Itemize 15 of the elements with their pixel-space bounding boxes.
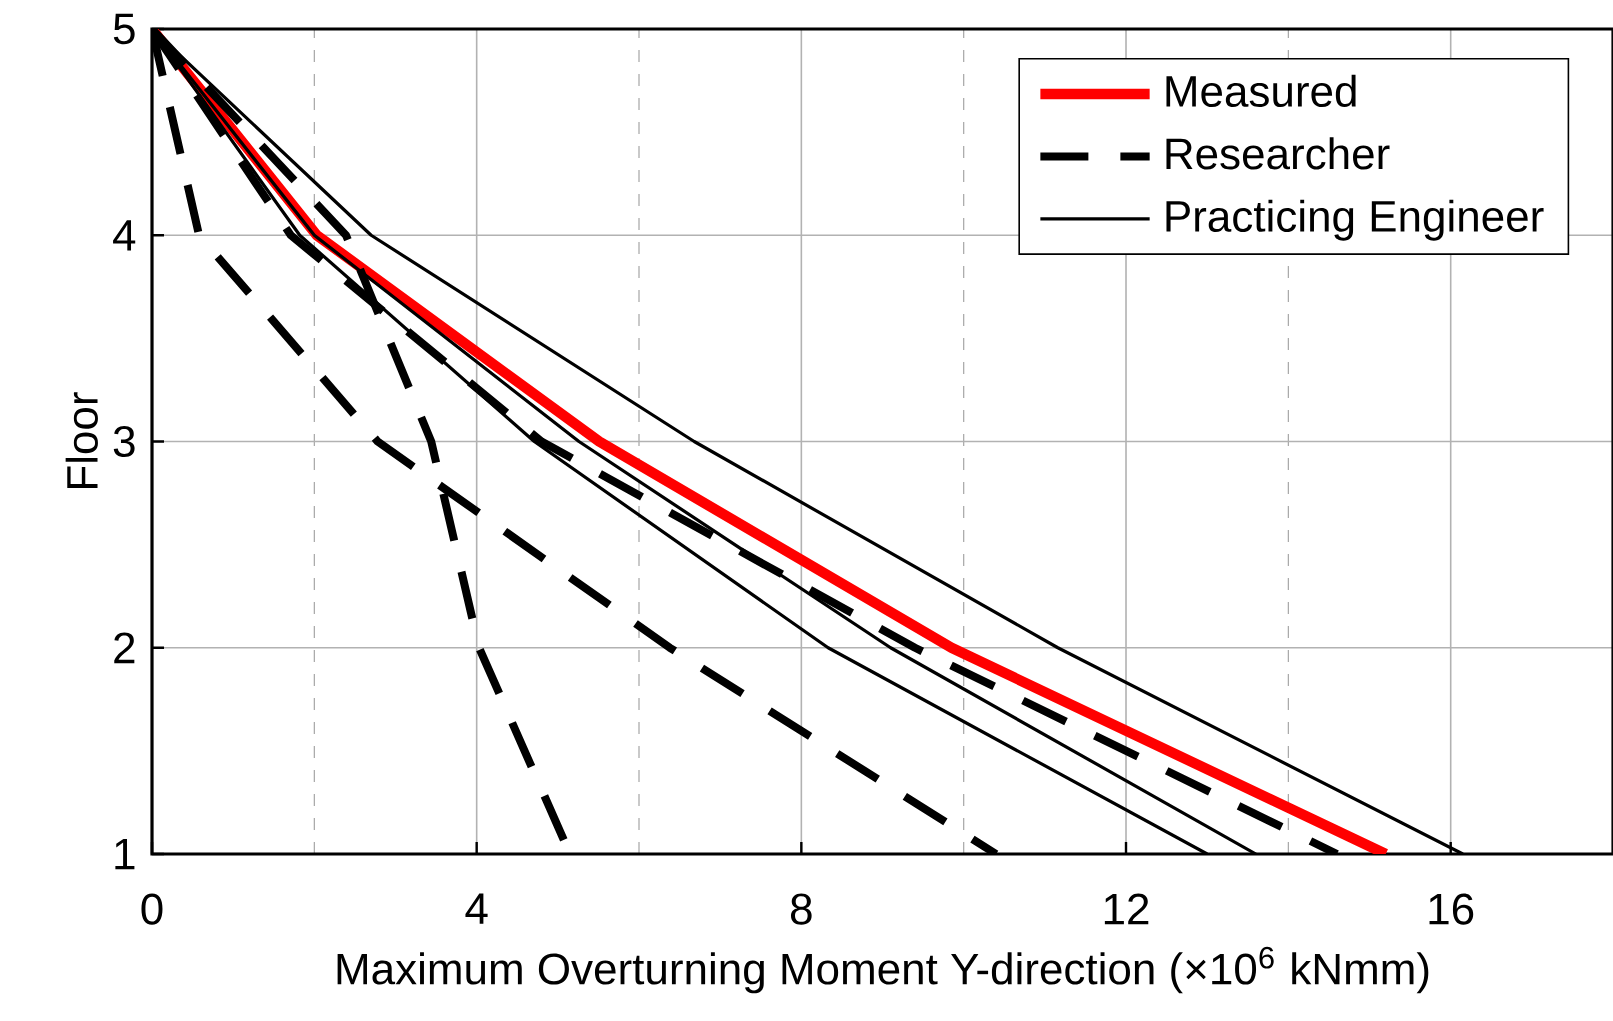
legend-label: Researcher xyxy=(1166,137,1390,170)
legend-label: Measured xyxy=(1166,74,1356,108)
x-tick-label: 16 xyxy=(1429,893,1474,925)
x-axis-title: Maximum Overturning Moment Y-direction (×10$^{6}$ kNmm) xyxy=(337,946,1429,994)
y-axis-title: Floor xyxy=(65,392,98,488)
y-tick-label: 4 xyxy=(113,220,136,251)
y-tick-label: 5 xyxy=(113,13,135,45)
x-tick-label: 0 xyxy=(141,893,163,925)
y-tick-label: 3 xyxy=(113,425,135,458)
y-tick-label: 1 xyxy=(115,838,135,870)
x-tick-label: 4 xyxy=(465,893,488,924)
x-tick-label: 8 xyxy=(790,893,812,925)
x-tick-label: 12 xyxy=(1104,893,1149,925)
legend-label: Practicing Engineer xyxy=(1166,199,1544,241)
y-tick-label: 2 xyxy=(114,632,135,664)
